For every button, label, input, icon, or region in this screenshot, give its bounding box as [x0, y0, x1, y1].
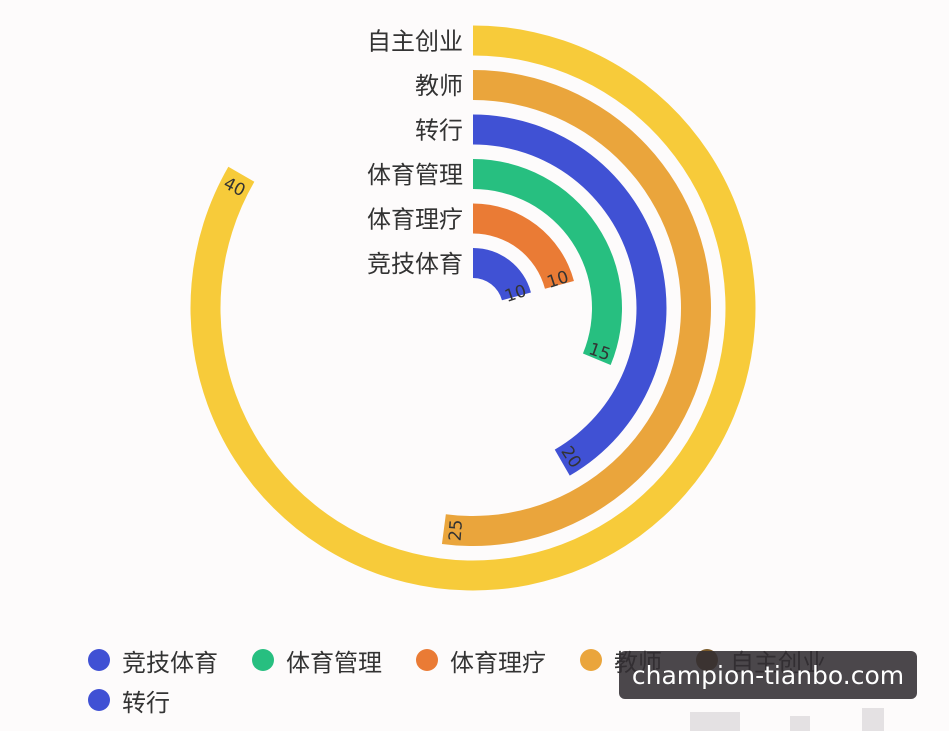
legend-item-2[interactable]: 体育理疗 [416, 643, 546, 677]
bar-0[interactable] [473, 248, 531, 301]
bar-4[interactable] [441, 70, 712, 546]
blurred-area [862, 708, 884, 731]
legend-dot [252, 649, 274, 671]
legend-dot [580, 649, 602, 671]
bar-2[interactable] [473, 159, 622, 366]
category-label-0: 竞技体育 [367, 250, 463, 278]
legend-item-0[interactable]: 竞技体育 [88, 643, 218, 677]
legend-label: 转行 [122, 688, 170, 717]
value-label-4: 25 [445, 519, 467, 542]
legend-label: 体育管理 [286, 648, 382, 677]
blurred-area [690, 712, 740, 731]
category-label-5: 自主创业 [367, 28, 463, 56]
category-label-4: 教师 [415, 72, 463, 100]
legend-item-5[interactable]: 转行 [88, 683, 170, 717]
bar-3[interactable] [473, 114, 667, 476]
legend-dot [88, 649, 110, 671]
category-label-1: 体育理疗 [367, 206, 463, 234]
category-label-3: 转行 [415, 117, 463, 145]
blurred-area [790, 716, 810, 731]
bar-5[interactable] [190, 25, 756, 591]
category-label-2: 体育管理 [367, 161, 463, 189]
legend-dot [88, 689, 110, 711]
legend-label: 竞技体育 [122, 648, 218, 677]
legend-dot [416, 649, 438, 671]
watermark-badge: champion-tianbo.com [619, 651, 917, 699]
legend-item-1[interactable]: 体育管理 [252, 643, 382, 677]
legend-label: 体育理疗 [450, 648, 546, 677]
bar-1[interactable] [473, 203, 574, 289]
